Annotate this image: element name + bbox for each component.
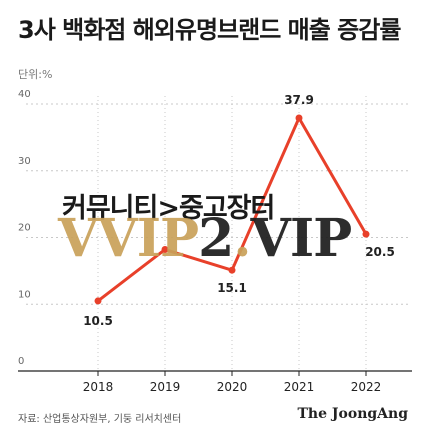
source-credit: 자료: 산업통상자원부, 기둥 리서치센터 <box>18 414 182 425</box>
overlay-banner-text: 커뮤니티>중고장터 <box>62 193 275 224</box>
x-tick-label: 2019 <box>150 380 181 394</box>
data-point <box>362 230 370 238</box>
x-tick-label: 2022 <box>351 380 382 394</box>
label-layer: 0 10 20 30 40 2018 2019 2020 2021 2022 10.5 15.1 37.… <box>18 89 395 394</box>
data-label: 20.5 <box>365 245 395 259</box>
line-layer <box>94 114 370 305</box>
data-point <box>94 297 102 305</box>
grid-layer <box>18 96 412 376</box>
chart-title: 3사 백화점 해외유명브랜드 매출 증감률 <box>18 16 401 44</box>
x-tick-label: 2020 <box>217 380 248 394</box>
y-tick-label: 20 <box>18 223 31 234</box>
y-tick-label: 0 <box>18 356 24 367</box>
data-point <box>161 246 169 254</box>
data-point <box>295 114 303 122</box>
data-label: 15.1 <box>217 281 247 295</box>
watermark: VVIP2.VIP <box>58 208 352 269</box>
data-label: 10.5 <box>83 314 113 328</box>
data-label: 37.9 <box>284 93 314 107</box>
data-point <box>228 266 236 274</box>
y-tick-label: 30 <box>18 156 31 167</box>
x-tick-label: 2021 <box>284 380 315 394</box>
publisher-logo: The JoongAng <box>297 406 408 422</box>
x-tick-label: 2018 <box>83 380 114 394</box>
y-tick-label: 40 <box>18 89 31 100</box>
unit-label: 단위:% <box>18 68 53 81</box>
y-tick-label: 10 <box>18 289 31 300</box>
